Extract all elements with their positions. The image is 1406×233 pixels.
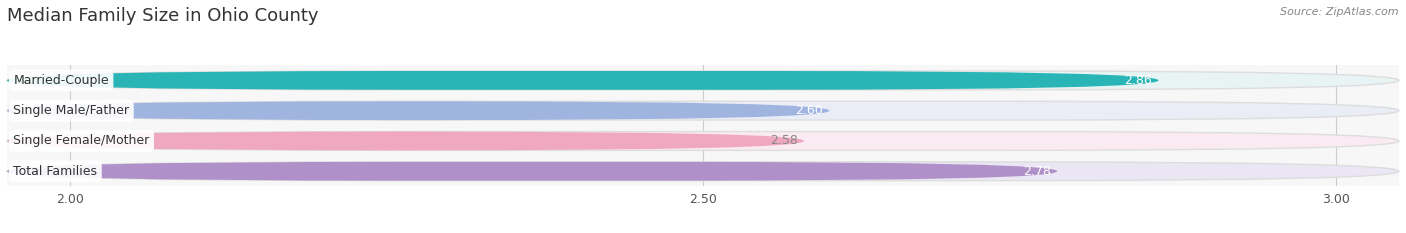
FancyBboxPatch shape: [7, 162, 1057, 181]
Text: Single Female/Mother: Single Female/Mother: [13, 134, 149, 147]
Text: Single Male/Father: Single Male/Father: [13, 104, 129, 117]
Text: 2.78: 2.78: [1024, 165, 1052, 178]
Text: 2.86: 2.86: [1125, 74, 1153, 87]
Text: Source: ZipAtlas.com: Source: ZipAtlas.com: [1281, 7, 1399, 17]
Text: Married-Couple: Married-Couple: [13, 74, 110, 87]
FancyBboxPatch shape: [7, 132, 1399, 150]
FancyBboxPatch shape: [7, 71, 1399, 90]
Text: Total Families: Total Families: [13, 165, 97, 178]
FancyBboxPatch shape: [7, 101, 1399, 120]
FancyBboxPatch shape: [7, 162, 1399, 181]
Text: 2.58: 2.58: [770, 134, 799, 147]
FancyBboxPatch shape: [7, 132, 804, 150]
FancyBboxPatch shape: [7, 101, 830, 120]
Text: 2.60: 2.60: [796, 104, 824, 117]
Text: Median Family Size in Ohio County: Median Family Size in Ohio County: [7, 7, 319, 25]
FancyBboxPatch shape: [7, 71, 1159, 90]
